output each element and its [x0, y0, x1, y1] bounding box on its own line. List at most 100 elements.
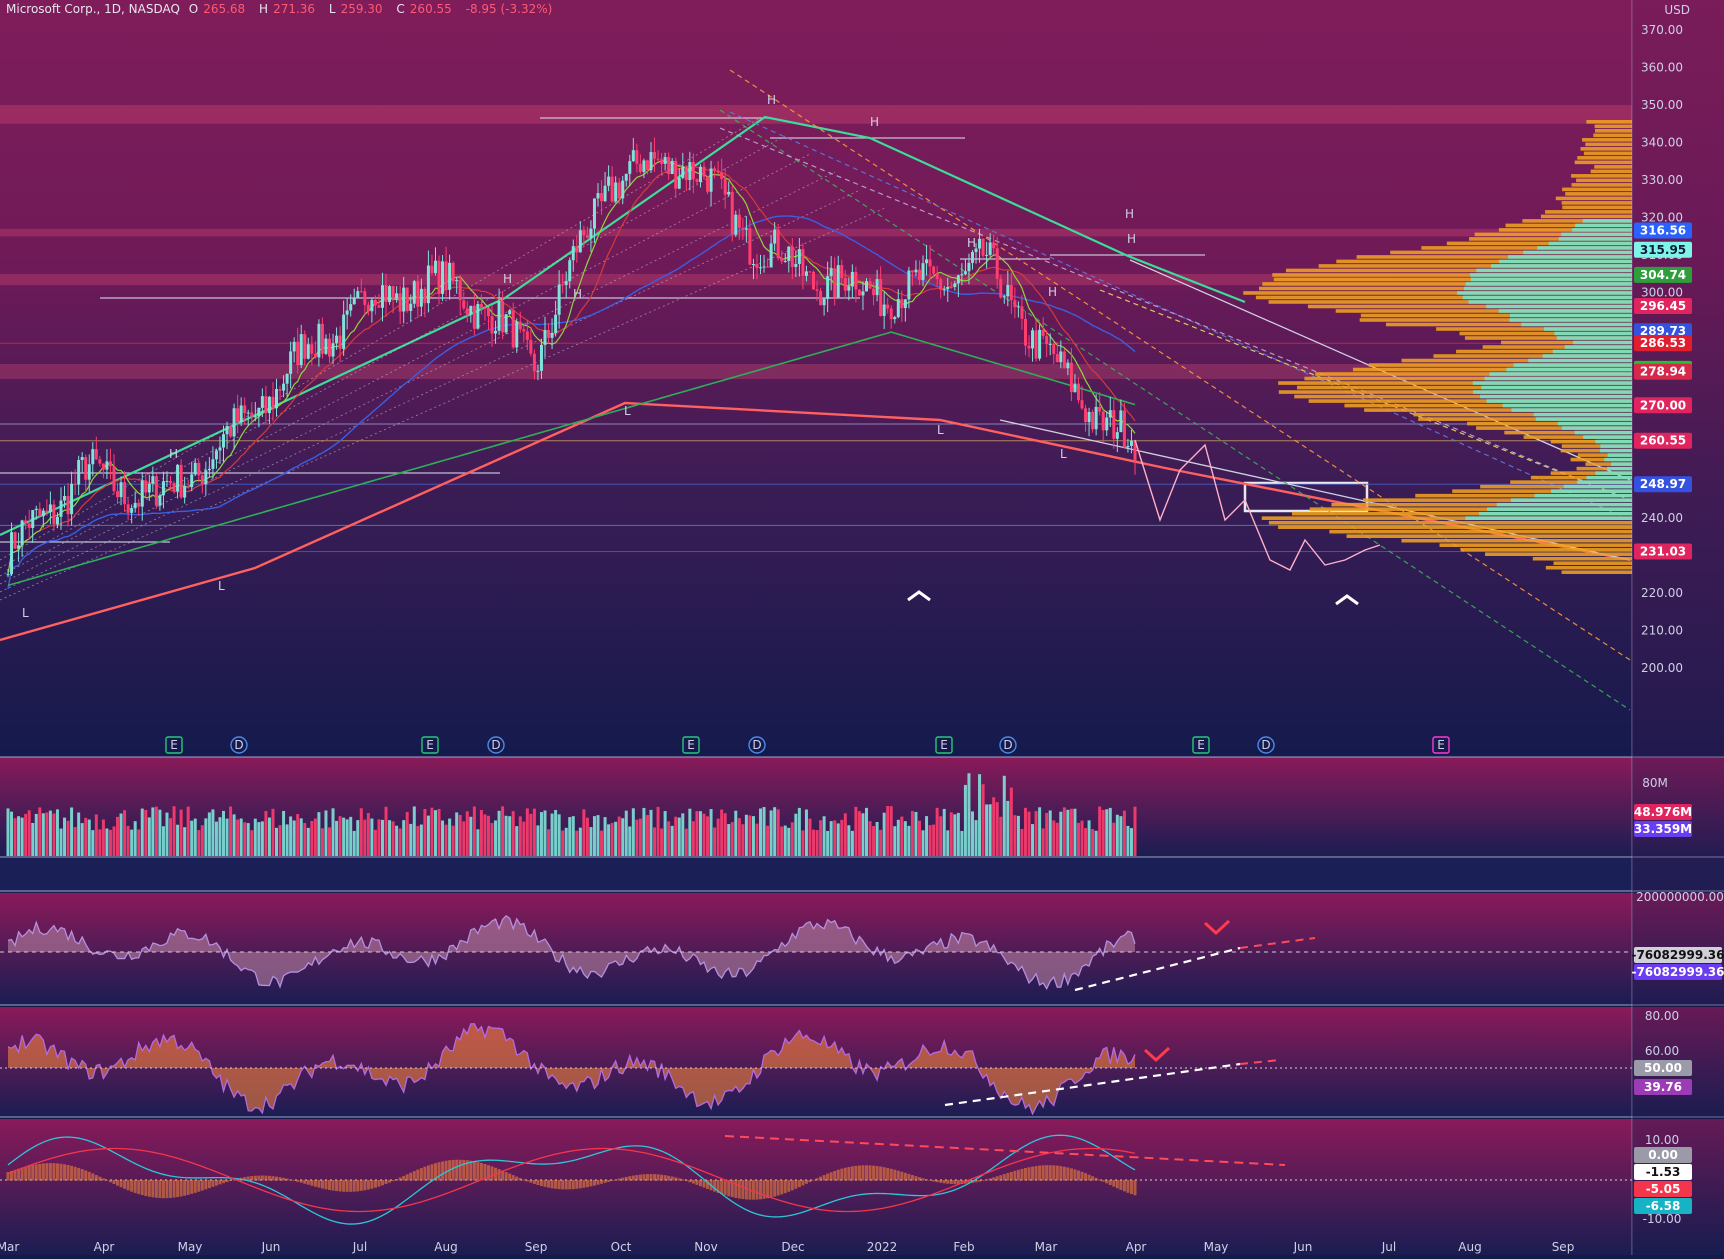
volume-bar: [1034, 811, 1038, 856]
volume-bar: [889, 806, 893, 856]
symbol-header[interactable]: Microsoft Corp., 1D, NASDAQ O 265.68 H 271…: [6, 2, 557, 16]
macd-histogram-bar: [522, 1179, 526, 1181]
candle-body: [596, 193, 600, 199]
profile-bar: [1523, 435, 1632, 439]
price-tag: 296.45: [1640, 299, 1686, 313]
earnings-marker-icon: [1432, 736, 1450, 754]
macd-histogram-bar: [66, 1164, 70, 1181]
event-marker-label: D: [1003, 738, 1012, 752]
volume-bar: [1069, 808, 1073, 856]
profile-bar: [1436, 327, 1632, 331]
profile-value-area: [1484, 376, 1632, 381]
candle-body: [1119, 410, 1123, 433]
candle-body: [614, 182, 618, 202]
candle-body: [41, 510, 45, 517]
time-axis-label: Mar: [0, 1240, 19, 1254]
volume-bar: [1020, 828, 1024, 856]
price-tag: 260.55: [1640, 434, 1686, 448]
volume-bar: [405, 811, 409, 856]
candle-body: [942, 289, 946, 291]
candle-body: [667, 157, 671, 175]
candle-body: [239, 405, 243, 423]
macd-histogram-bar: [607, 1180, 611, 1182]
candle-body: [642, 160, 646, 172]
macd-histogram-bar: [345, 1180, 349, 1192]
time-axis[interactable]: Mar Apr May Jun Jul Aug Sep Oct Nov Dec 2022 Feb Mar…: [0, 1240, 1574, 1254]
macd-histogram-bar: [165, 1180, 169, 1199]
volume-bar: [352, 830, 356, 856]
time-axis-label: Jul: [352, 1240, 367, 1254]
candle-body: [978, 238, 982, 249]
volume-bar: [112, 826, 116, 856]
profile-value-area: [1478, 511, 1632, 516]
candle-body: [278, 389, 282, 391]
volume-bar: [645, 815, 649, 856]
macd-histogram-bar: [1084, 1173, 1088, 1181]
profile-value-area: [1574, 430, 1632, 435]
event-marker-label: D: [234, 738, 243, 752]
profile-value-area: [1573, 340, 1632, 345]
candle-body: [773, 229, 777, 244]
macd-histogram-bar: [953, 1180, 957, 1185]
macd-histogram-bar: [833, 1170, 837, 1181]
candle-body: [373, 299, 377, 306]
volume-bar: [271, 808, 275, 856]
candle-body: [963, 271, 967, 275]
price-tick-label: 340.00: [1641, 136, 1683, 150]
volume-bar: [59, 828, 63, 856]
volume-bar: [246, 823, 250, 856]
profile-bar: [1585, 462, 1632, 466]
rsi-tag-bg: [1634, 1079, 1692, 1095]
volume-bar: [27, 810, 31, 856]
pivot-high-label: H: [1048, 285, 1057, 299]
macd-histogram-bar: [999, 1175, 1003, 1181]
price-tag: 316.56: [1640, 224, 1686, 238]
candle-body: [257, 407, 261, 417]
profile-bar: [1571, 183, 1632, 187]
candle-body: [501, 301, 505, 333]
volume-bar: [455, 812, 459, 856]
volume-bar: [398, 828, 402, 856]
macd-histogram-bar: [285, 1178, 289, 1181]
volume-bar: [200, 825, 204, 856]
macd-histogram-bar: [1129, 1180, 1133, 1195]
macd-histogram-bar: [667, 1175, 671, 1181]
volume-bar: [543, 810, 547, 856]
macd-histogram-bar: [48, 1163, 52, 1181]
volume-bar: [1023, 807, 1027, 856]
macd-histogram-bar: [946, 1180, 950, 1184]
macd-histogram-bar: [91, 1173, 95, 1181]
candle-body: [479, 304, 483, 308]
candle-body: [956, 275, 960, 284]
volume-bar: [780, 826, 784, 856]
volume-bar: [536, 825, 540, 856]
candle-body: [1069, 362, 1073, 393]
profile-bar: [1364, 408, 1632, 412]
volume-bar: [17, 816, 21, 856]
candle-body: [486, 307, 490, 317]
candle-body: [282, 383, 286, 391]
volume-bar: [568, 817, 572, 856]
profile-bar: [1576, 466, 1632, 471]
candle-body: [847, 286, 851, 291]
candle-body: [610, 176, 614, 202]
macd-histogram-bar: [730, 1180, 734, 1198]
macd-histogram-bar: [59, 1163, 63, 1181]
profile-value-area: [1551, 489, 1632, 493]
volume-bar: [313, 818, 317, 856]
volume-bar: [423, 808, 427, 856]
macd-histogram-bar: [324, 1180, 328, 1190]
candle-body: [960, 274, 964, 276]
macd-histogram-bar: [529, 1180, 533, 1183]
volume-bar: [794, 813, 798, 856]
profile-bar: [1360, 313, 1632, 318]
volume-bar: [317, 812, 321, 856]
volume-bar: [91, 830, 95, 856]
channel-line: [729, 111, 1631, 521]
profile-value-area: [1595, 439, 1632, 444]
candle-body: [458, 280, 462, 301]
candle-body: [45, 510, 49, 513]
candle-body: [172, 483, 176, 492]
